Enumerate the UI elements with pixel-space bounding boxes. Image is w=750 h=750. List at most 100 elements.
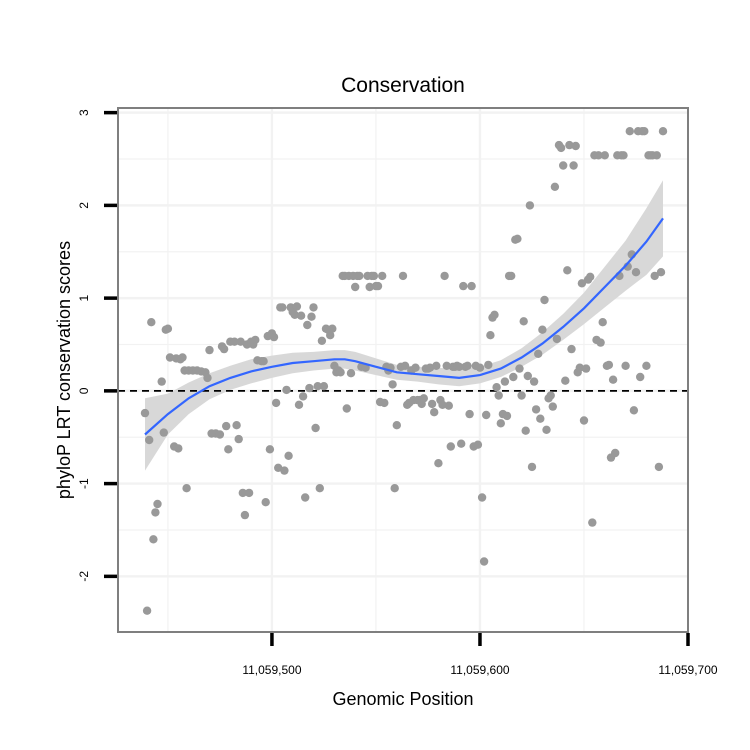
data-point [496, 419, 505, 428]
data-point [611, 448, 620, 458]
data-point [619, 151, 628, 160]
data-point [494, 391, 503, 400]
data-point [336, 368, 345, 377]
data-point [550, 182, 560, 191]
data-point [326, 331, 335, 340]
data-point [224, 445, 233, 454]
data-point [571, 141, 580, 151]
data-point [313, 382, 322, 391]
data-point [301, 493, 310, 502]
data-point [278, 303, 287, 312]
data-point [244, 488, 254, 498]
data-point [311, 423, 320, 433]
data-point [307, 312, 316, 321]
data-point [378, 271, 387, 281]
data-point [540, 295, 549, 305]
data-point [182, 484, 191, 493]
data-point [398, 271, 408, 281]
data-point [600, 151, 609, 160]
data-point [365, 282, 374, 292]
data-point [149, 535, 158, 544]
data-point [492, 383, 501, 392]
data-point [515, 364, 524, 373]
data-point [430, 408, 439, 417]
data-point [621, 361, 630, 370]
data-point [565, 140, 574, 150]
data-point [536, 414, 545, 423]
y-tick-label: 2 [77, 202, 91, 209]
data-point [303, 320, 312, 330]
data-point [222, 421, 231, 431]
data-point [477, 493, 487, 502]
data-point [305, 383, 314, 393]
data-point [525, 201, 535, 210]
data-point [442, 361, 451, 370]
data-point [284, 451, 293, 460]
data-point [561, 376, 570, 385]
data-point [142, 606, 152, 615]
data-point [598, 318, 607, 327]
x-tick-label: 11,059,600 [450, 663, 509, 677]
data-point [521, 426, 530, 435]
data-point [586, 272, 595, 281]
y-tick-label: 3 [77, 109, 91, 116]
data-point [280, 466, 289, 475]
data-point [427, 399, 437, 409]
data-point [346, 369, 356, 378]
data-point [444, 401, 453, 410]
data-point [463, 361, 472, 370]
data-point [529, 377, 539, 386]
data-point [317, 336, 327, 345]
data-point [577, 279, 587, 288]
data-point [546, 391, 555, 400]
data-point [392, 421, 401, 430]
data-point [542, 425, 551, 434]
data-point [473, 440, 483, 449]
data-point [658, 127, 668, 136]
data-point [151, 508, 160, 517]
data-point [596, 338, 605, 347]
data-point [157, 377, 166, 386]
data-point [631, 268, 641, 277]
confidence-ribbon [145, 180, 663, 471]
data-point [203, 373, 212, 383]
data-point [588, 518, 597, 527]
data-point [531, 405, 541, 414]
data-point [419, 394, 428, 403]
data-point [440, 271, 449, 281]
data-point [629, 406, 639, 415]
data-point [215, 430, 225, 439]
data-point [548, 402, 557, 411]
smooth-trend-line [144, 217, 664, 436]
data-point [625, 127, 634, 136]
data-point [438, 400, 447, 409]
data-point [296, 311, 306, 320]
data-point [390, 484, 399, 493]
y-tick-label: 0 [77, 387, 91, 394]
panel-border [117, 107, 689, 633]
data-point [159, 428, 168, 437]
data-point [509, 372, 518, 382]
data-point [484, 360, 493, 370]
y-tick-label: -1 [77, 478, 91, 489]
data-point [538, 325, 547, 334]
data-point [455, 362, 464, 371]
y-axis: -2 -1 0 1 2 3 [77, 109, 117, 582]
x-tick-label: 11,059,500 [242, 663, 301, 677]
data-point [656, 268, 666, 277]
data-point [165, 353, 175, 362]
data-point [482, 410, 491, 420]
data-point [261, 498, 270, 507]
data-point [236, 337, 245, 346]
y-tick-label: 1 [77, 294, 91, 301]
data-point [178, 353, 187, 362]
data-point [269, 332, 279, 342]
data-point [369, 271, 379, 281]
chart-title: Conservation [341, 74, 465, 97]
data-point [309, 303, 318, 312]
data-point [290, 310, 299, 319]
data-point [147, 318, 156, 327]
data-point [446, 442, 455, 451]
